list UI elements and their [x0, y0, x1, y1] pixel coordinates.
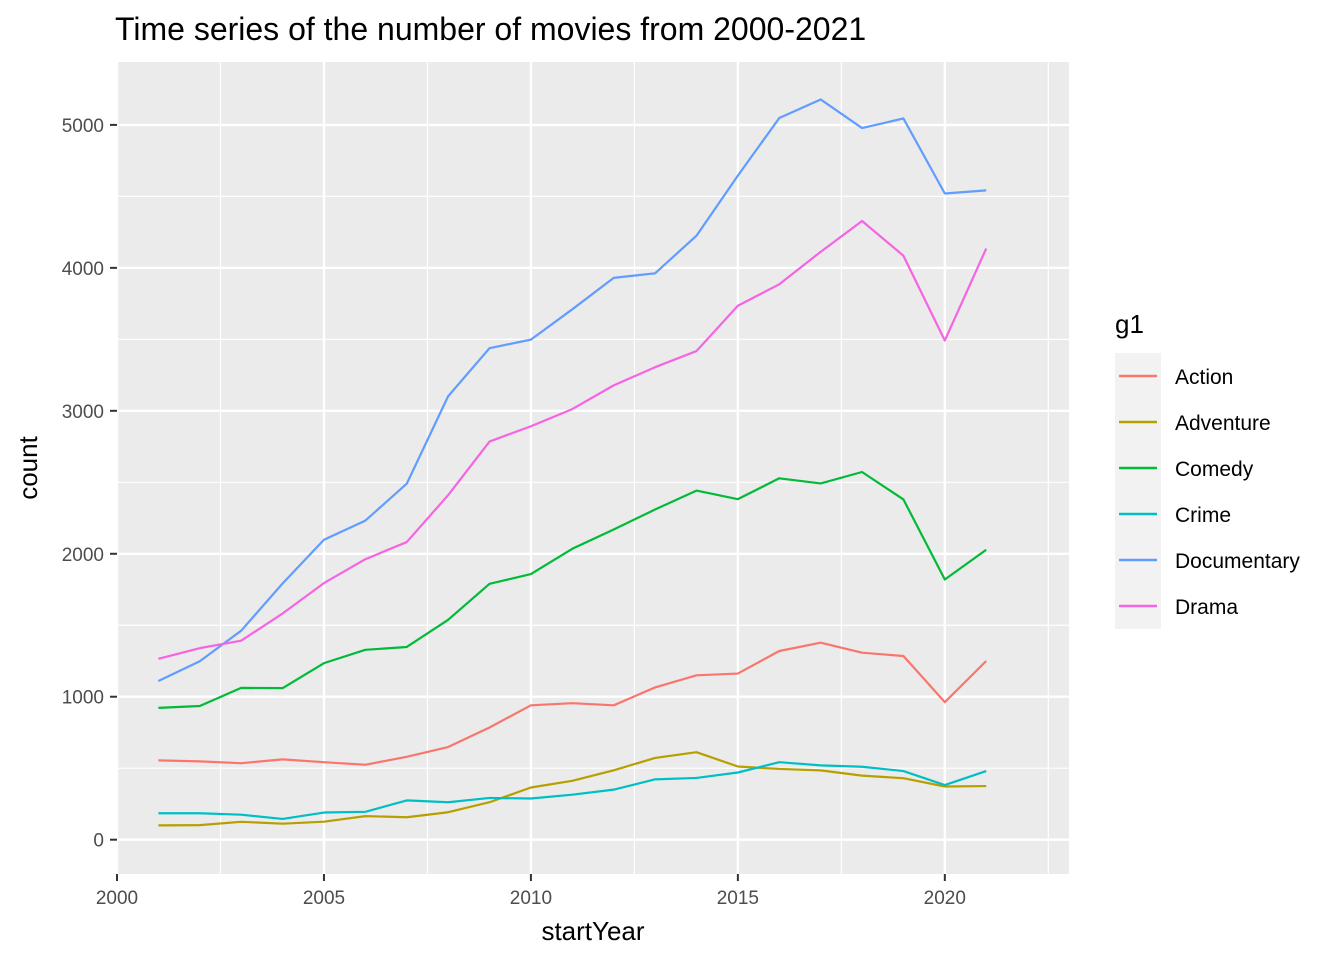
x-tick-label: 2010	[510, 888, 552, 909]
plot-panel	[117, 62, 1069, 874]
series-line-crime	[158, 761, 987, 821]
legend-label-adventure: Adventure	[1175, 412, 1271, 435]
series-line-adventure	[158, 751, 987, 827]
x-tick-label: 2015	[717, 888, 759, 909]
series-line-drama	[158, 219, 988, 660]
series-line-comedy	[158, 470, 987, 709]
legend-title: g1	[1115, 309, 1144, 339]
grid-major	[115, 62, 1069, 874]
grid-minor	[117, 62, 1069, 874]
legend-label-crime: Crime	[1175, 504, 1231, 527]
y-tick-label: 2000	[62, 545, 104, 566]
y-tick-label: 3000	[62, 402, 104, 423]
legend-key-background	[1115, 353, 1161, 629]
x-tick-label: 2020	[924, 888, 966, 909]
series-lines	[157, 98, 988, 827]
x-axis: 2000 2005 2010 2015 2020	[96, 874, 966, 909]
legend-label-comedy: Comedy	[1175, 458, 1254, 481]
x-tick-label: 2005	[303, 888, 345, 909]
chart-title: Time series of the number of movies from…	[115, 11, 866, 47]
legend-label-drama: Drama	[1175, 596, 1238, 619]
series-line-action	[158, 641, 987, 766]
y-tick-label: 4000	[62, 259, 104, 280]
series-line-documentary	[157, 98, 987, 683]
x-tick-label: 2000	[96, 888, 138, 909]
y-tick-label: 5000	[62, 116, 104, 137]
legend: g1 Action Adventure Comedy Crime Documentary…	[1115, 309, 1300, 629]
legend-label-documentary: Documentary	[1175, 550, 1300, 573]
y-tick-label: 0	[93, 831, 104, 852]
y-axis-title: count	[13, 435, 43, 499]
x-axis-title: startYear	[541, 916, 644, 946]
y-tick-label: 1000	[62, 688, 104, 709]
legend-items: Action Adventure Comedy Crime Documentary Dra…	[1119, 366, 1300, 619]
y-axis: 0 1000 2000 3000 4000 5000	[62, 116, 117, 852]
legend-label-action: Action	[1175, 366, 1233, 389]
